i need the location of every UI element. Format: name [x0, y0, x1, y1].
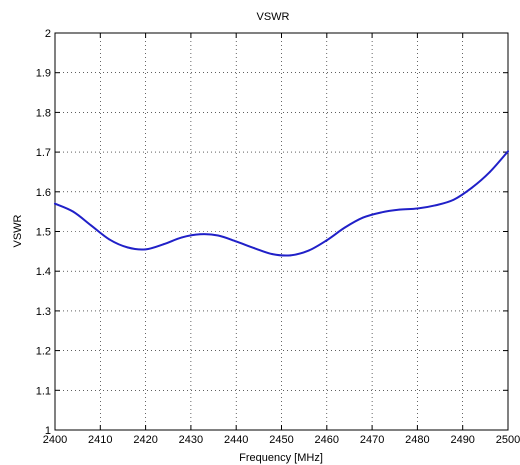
- plot-area-frame: [54, 32, 509, 431]
- vswr-data-point: [307, 249, 310, 252]
- vswr-data-point: [380, 211, 383, 214]
- x-tick-label: 2490: [450, 434, 474, 446]
- x-tick-labels: 2400 2410 2420 2430 2440 2450 2460 2470 2480 2490…: [43, 434, 520, 446]
- y-tick-label: 1.2: [36, 346, 51, 358]
- y-tick-label: 1.6: [36, 187, 51, 199]
- x-tick-label: 2470: [360, 434, 384, 446]
- vswr-data-point: [271, 253, 274, 256]
- vswr-data-point: [452, 198, 455, 201]
- y-tick-label: 1.7: [36, 147, 51, 159]
- vswr-data-point: [416, 207, 419, 210]
- vswr-data-point: [253, 247, 256, 250]
- y-tick-labels: 1 1.1 1.2 1.3 1.4 1.5 1.6 1.7 1.8 1.9 2: [36, 28, 51, 437]
- vswr-data-point: [199, 233, 201, 236]
- vswr-data-point: [507, 150, 509, 153]
- x-tick-label: 2500: [496, 434, 520, 446]
- y-tick-label: 1.5: [36, 227, 51, 239]
- tick-marks: [54, 32, 509, 431]
- vswr-data-point: [126, 246, 129, 249]
- x-tick-label: 2410: [88, 434, 112, 446]
- y-tick-label: 1.4: [36, 266, 51, 278]
- vswr-data-point: [488, 171, 491, 173]
- vswr-data-point: [162, 243, 165, 246]
- grid: [55, 33, 508, 430]
- vswr-data-point: [434, 204, 437, 207]
- x-axis-title: Frequency [MHz]: [239, 452, 323, 464]
- vswr-data-point: [90, 224, 93, 227]
- series-group: [54, 150, 509, 257]
- x-tick-label: 2400: [43, 434, 67, 446]
- vswr-data-point: [398, 208, 401, 211]
- y-tick-label: 1.9: [36, 68, 51, 80]
- x-tick-label: 2460: [315, 434, 339, 446]
- x-tick-label: 2420: [133, 434, 157, 446]
- chart-title: VSWR: [257, 11, 290, 23]
- vswr-data-point: [217, 234, 219, 237]
- vswr-data-point: [108, 238, 111, 241]
- vswr-data-point: [289, 254, 292, 257]
- vswr-data-point: [325, 239, 328, 242]
- y-tick-label: 1.3: [36, 306, 51, 318]
- y-axis-title: VSWR: [12, 214, 24, 247]
- vswr-data-point: [54, 202, 56, 205]
- vswr-data-point: [235, 240, 238, 243]
- y-tick-label: 1.1: [36, 385, 51, 397]
- y-tick-label: 1.8: [36, 107, 51, 119]
- vswr-data-point: [362, 216, 364, 219]
- x-tick-label: 2480: [405, 434, 429, 446]
- x-tick-label: 2440: [224, 434, 248, 446]
- vswr-data-point: [344, 226, 346, 229]
- vswr-series-line: [54, 150, 509, 257]
- y-tick-label: 1: [45, 425, 51, 437]
- vswr-data-point: [470, 186, 473, 189]
- x-tick-label: 2430: [179, 434, 203, 446]
- vswr-data-point: [180, 236, 183, 239]
- vswr-data-point: [72, 210, 75, 213]
- y-tick-label: 2: [45, 28, 51, 40]
- vswr-data-point: [144, 248, 147, 251]
- x-tick-label: 2450: [269, 434, 293, 446]
